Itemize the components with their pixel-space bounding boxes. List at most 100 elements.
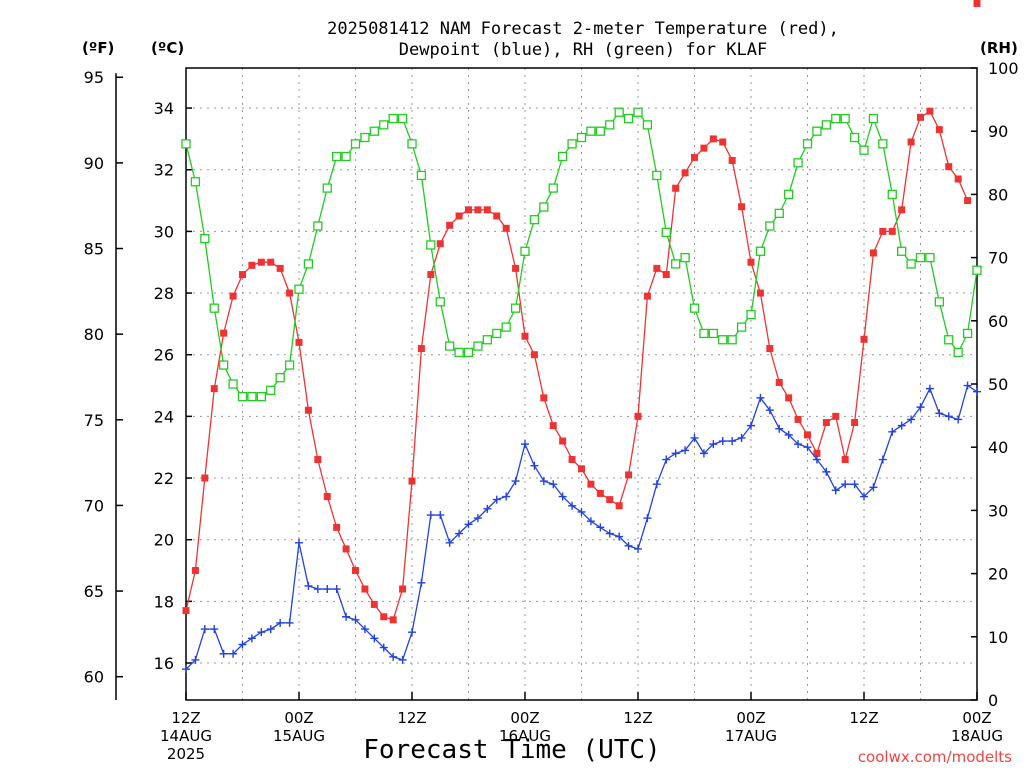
x-tick-label: 00Z <box>284 709 313 727</box>
dewpoint-point <box>812 455 821 464</box>
dewpoint-point <box>954 415 963 424</box>
dewpoint-point <box>784 430 793 439</box>
series-layer <box>181 0 982 674</box>
x-tick-label: 17AUG <box>725 727 777 745</box>
series-temperature <box>182 0 981 624</box>
rh-point <box>614 107 624 117</box>
dewpoint-point <box>323 585 332 594</box>
dewpoint-point <box>521 440 529 449</box>
dewpoint-point <box>765 406 774 415</box>
dewpoint-point <box>530 461 539 470</box>
rh-point <box>426 240 436 250</box>
temperature-point <box>370 600 378 608</box>
unit-f-label: (ºF) <box>82 39 114 57</box>
temperature-point <box>257 258 265 266</box>
rh-point <box>812 126 822 136</box>
rh-point <box>633 107 643 117</box>
rh-point <box>397 113 408 124</box>
temperature-point <box>239 271 246 279</box>
temperature-point <box>559 437 567 445</box>
rh-point <box>746 309 756 320</box>
rh-point <box>501 322 511 332</box>
temperature-point <box>738 203 746 211</box>
rh-point <box>680 252 690 263</box>
dewpoint-point <box>747 421 755 430</box>
dewpoint-point <box>973 387 981 396</box>
rh-point <box>586 126 596 136</box>
temperature-point <box>276 264 284 272</box>
rh-point <box>652 170 662 181</box>
temperature-point <box>578 465 585 473</box>
rh-point <box>793 158 803 168</box>
dewpoint-point <box>605 529 614 538</box>
rh-tick-label: 60 <box>988 312 1008 331</box>
x-tick-label: 00Z <box>510 709 539 727</box>
series-rh <box>181 107 982 402</box>
dewpoint-point <box>295 538 303 547</box>
dewpoint-point <box>615 532 624 541</box>
temperature-point <box>220 329 228 337</box>
fahrenheit-tick-label: 70 <box>84 496 104 515</box>
temperature-point <box>672 184 680 192</box>
rh-point <box>548 183 558 193</box>
dewpoint-point <box>803 443 812 452</box>
rh-tick-label: 90 <box>988 122 1008 141</box>
temperature-point <box>945 163 953 171</box>
dewpoint-point <box>728 437 737 446</box>
rh-point <box>953 347 963 358</box>
temperature-point <box>643 292 651 300</box>
rh-point <box>294 284 304 294</box>
temperature-point <box>540 394 548 402</box>
rh-point <box>256 391 266 402</box>
rh-point <box>369 126 379 136</box>
temperature-point <box>323 493 331 501</box>
dewpoint-point <box>888 427 897 436</box>
rh-point <box>878 139 888 149</box>
dewpoint-point <box>558 492 567 501</box>
dewpoint-point <box>671 449 680 458</box>
dewpoint-point <box>897 421 906 430</box>
dewpoint-point <box>756 393 765 402</box>
rh-point <box>454 347 464 358</box>
dewpoint-point <box>219 649 228 658</box>
rh-point <box>388 113 398 124</box>
grid-lines <box>186 68 977 700</box>
rh-point <box>859 145 869 155</box>
dewpoint-point <box>935 409 944 418</box>
rh-point <box>736 322 747 332</box>
temperature-point <box>465 206 472 214</box>
temperature-point <box>804 431 811 439</box>
temperature-point <box>342 545 350 553</box>
dewpoint-point <box>944 412 953 421</box>
rh-point <box>190 177 201 187</box>
x-tick-label: 18AUG <box>951 727 1003 745</box>
rh-point <box>718 335 728 345</box>
dewpoint-point <box>662 455 671 464</box>
dewpoint-point <box>511 477 520 486</box>
temperature-point <box>267 258 275 266</box>
temperature-point <box>662 271 670 279</box>
dewpoint-point <box>634 544 642 553</box>
rh-tick-label: 10 <box>988 628 1008 647</box>
dewpoint-point <box>652 480 661 489</box>
rh-point <box>925 252 935 263</box>
x-tick-label: 00Z <box>962 709 991 727</box>
rh-point <box>313 221 323 231</box>
rh-point <box>802 139 813 149</box>
rh-point <box>972 265 982 275</box>
dewpoint-point <box>568 501 577 510</box>
rh-point <box>906 259 916 269</box>
dewpoint-point <box>182 665 190 674</box>
dewpoint-point <box>360 625 369 634</box>
temperature-point <box>879 227 887 235</box>
dewpoint-point <box>916 403 925 412</box>
rh-point <box>322 183 332 193</box>
fahrenheit-tick-label: 65 <box>84 582 104 601</box>
rh-point <box>237 391 248 402</box>
dewpoint-point <box>483 504 492 513</box>
rh-point <box>416 170 427 181</box>
unit-rh-label: (RH) <box>980 39 1018 57</box>
temperature-point <box>549 422 557 430</box>
rh-point <box>332 151 342 162</box>
dewpoint-point <box>775 424 784 433</box>
